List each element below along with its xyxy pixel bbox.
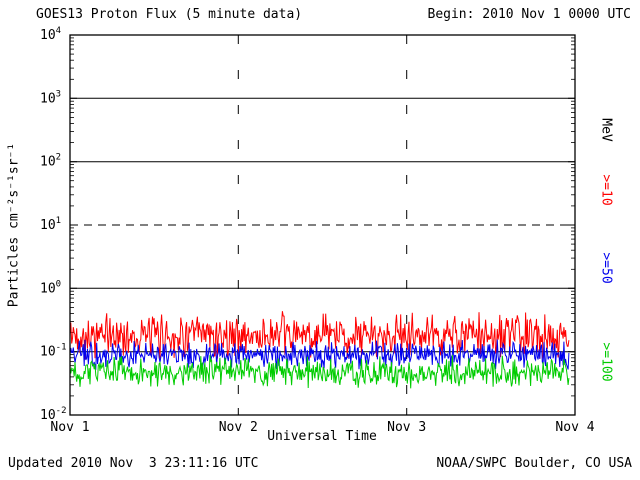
right-label-ge10: >=10 [598,174,614,206]
chart-title: GOES13 Proton Flux (5 minute data) [36,7,303,22]
svg-text:101: 101 [40,216,61,233]
svg-text:100: 100 [40,279,61,296]
mev-axis-label: MeV [598,118,614,142]
svg-text:10-2: 10-2 [40,406,67,423]
right-label-ge100: >=100 [598,342,614,382]
svg-text:104: 104 [40,26,61,43]
updated-label: Updated 2010 Nov 3 23:11:16 UTC [8,456,259,471]
svg-text:102: 102 [40,153,61,170]
x-axis-label: Universal Time [267,429,377,444]
svg-text:Nov 3: Nov 3 [387,420,426,435]
svg-text:103: 103 [40,89,61,106]
y-axis-label: Particles cm⁻²s⁻¹sr⁻¹ [6,142,22,308]
svg-text:Nov 2: Nov 2 [219,420,258,435]
right-label-ge50: >=50 [598,252,614,284]
svg-text:Nov 1: Nov 1 [50,420,89,435]
svg-text:Nov 4: Nov 4 [555,420,594,435]
svg-text:10-1: 10-1 [40,343,67,360]
source-label: NOAA/SWPC Boulder, CO USA [436,456,632,471]
begin-label: Begin: 2010 Nov 1 0000 UTC [427,7,632,22]
